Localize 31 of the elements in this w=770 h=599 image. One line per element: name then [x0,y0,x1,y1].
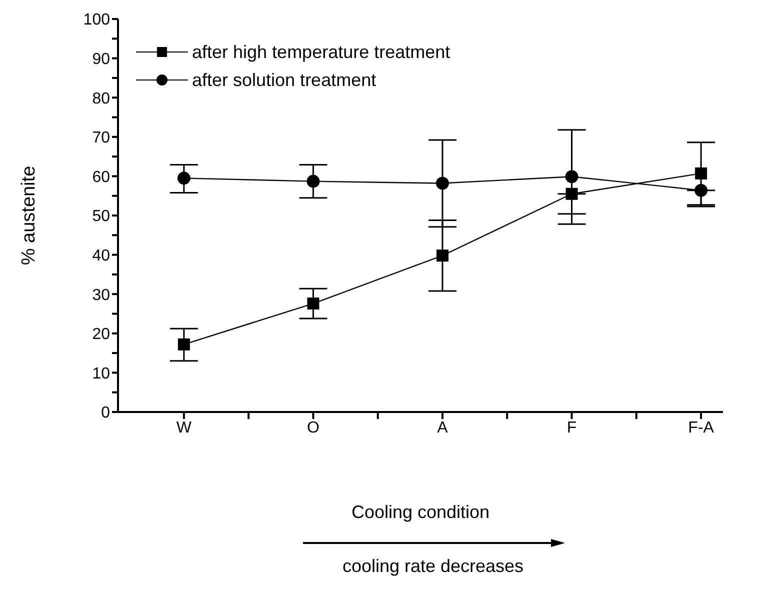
x-tick-label: F [566,419,577,436]
x-tick-label: O [306,419,320,436]
legend-label: after high temperature treatment [192,42,450,62]
x-tick-label: W [176,419,192,436]
y-tick-label: 0 [101,404,110,422]
y-tick-label: 70 [92,130,110,147]
point [694,184,708,197]
point [695,167,708,180]
point [306,174,320,188]
text: cooling rate decreases [341,556,525,577]
y-axis-title: % austenite [18,166,40,266]
x-tick-label: F-A [688,419,714,436]
point [436,176,449,190]
y-tick-label: 60 [92,168,110,186]
y-tick-label: 10 [92,365,110,382]
y-tick-label: 30 [92,286,110,304]
point [177,172,190,185]
y-tick-label: 40 [92,247,110,264]
y-tick-label: 20 [92,326,110,344]
legend-label: after solution treatment [192,70,376,90]
point [436,250,448,262]
point [565,170,578,184]
y-tick-label: 100 [83,12,110,29]
point [566,188,578,200]
point [178,338,190,350]
x-axis-title: Cooling condition [351,502,490,522]
y-tick-label: 90 [92,50,110,68]
y-tick-label: 50 [92,208,110,226]
point [307,298,320,310]
y-tick-label: 80 [92,90,110,108]
x-tick-label: A [437,419,448,436]
